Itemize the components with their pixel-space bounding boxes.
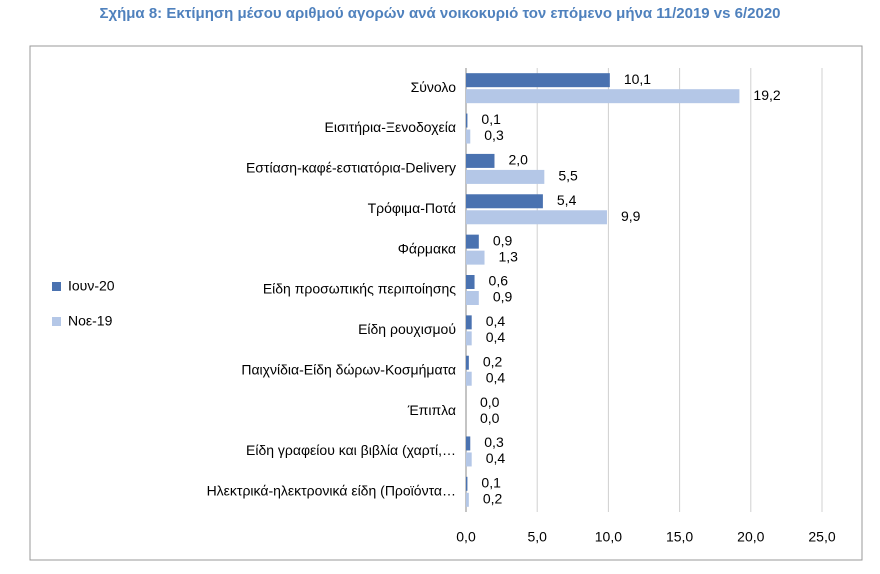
data-label: 0,0 — [480, 410, 500, 426]
data-label: 10,1 — [624, 71, 651, 87]
data-label: 0,6 — [489, 273, 509, 289]
y-tick-label: Είδη προσωπικής περιποίησης — [263, 281, 456, 297]
data-label: 0,4 — [486, 369, 506, 385]
y-tick-label: Είδη ρουχισμού — [358, 321, 456, 337]
chart-title: Σχήμα 8: Εκτίμηση μέσου αριθμού αγορών α… — [99, 5, 781, 22]
bar — [466, 436, 471, 451]
data-label: 0,0 — [480, 394, 500, 410]
data-label: 0,3 — [484, 127, 504, 143]
data-label: 5,5 — [558, 168, 578, 184]
bar — [466, 194, 543, 209]
y-tick-label: Τρόφιμα-Ποτά — [368, 200, 456, 216]
bar — [466, 315, 472, 330]
y-tick-label: Φάρμακα — [398, 240, 456, 256]
x-tick-label: 25,0 — [808, 529, 835, 545]
x-tick-label: 15,0 — [666, 529, 693, 545]
bar — [466, 113, 468, 128]
bar — [466, 234, 479, 249]
chart-border — [29, 45, 863, 561]
bar — [466, 291, 479, 305]
data-label: 5,4 — [557, 192, 577, 208]
data-label: 2,0 — [508, 152, 528, 168]
y-tick-label: Έπιπλα — [407, 402, 456, 418]
legend-label: Νοε-19 — [68, 313, 113, 329]
bar — [466, 371, 472, 386]
bar — [466, 452, 472, 467]
data-label: 0,9 — [493, 289, 513, 305]
bar — [466, 73, 610, 88]
data-label: 0,1 — [481, 475, 501, 491]
bar — [466, 89, 740, 104]
bar — [466, 250, 485, 265]
x-tick-label: 0,0 — [456, 529, 476, 545]
bar — [466, 492, 469, 507]
legend-swatch — [52, 317, 61, 326]
data-label: 19,2 — [753, 87, 780, 103]
y-tick-label: Σύνολο — [411, 79, 457, 95]
data-label: 1,3 — [499, 248, 519, 264]
data-label: 9,9 — [621, 208, 641, 224]
bar — [466, 331, 472, 346]
bar — [466, 129, 471, 144]
legend-swatch — [52, 282, 61, 291]
bar — [466, 169, 545, 184]
bar — [466, 210, 607, 225]
y-tick-label: Εισιτήρια-Ξενοδοχεία — [325, 119, 456, 135]
y-tick-label: Ηλεκτρικά-ηλεκτρονικά είδη (Προϊόντα… — [207, 483, 456, 499]
data-label: 0,4 — [486, 329, 506, 345]
legend-label: Ιουν-20 — [68, 278, 115, 294]
y-tick-label: Εστίαση-καφέ-εστιατόρια-Delivery — [246, 160, 456, 176]
bar — [466, 476, 468, 491]
data-label: 0,4 — [486, 313, 506, 329]
x-tick-label: 5,0 — [527, 529, 547, 545]
y-tick-label: Είδη γραφείου και βιβλία (χαρτί,… — [246, 442, 456, 458]
bar — [466, 153, 495, 168]
data-label: 0,3 — [484, 434, 504, 450]
data-label: 0,9 — [493, 232, 513, 248]
data-label: 0,2 — [483, 353, 503, 369]
bar — [466, 275, 475, 289]
x-tick-label: 10,0 — [595, 529, 622, 545]
data-label: 0,4 — [486, 450, 506, 466]
bar — [466, 355, 469, 370]
x-tick-label: 20,0 — [737, 529, 764, 545]
y-tick-label: Παιχνίδια-Είδη δώρων-Κοσμήματα — [241, 361, 456, 377]
data-label: 0,2 — [483, 491, 503, 507]
data-label: 0,1 — [481, 111, 501, 127]
